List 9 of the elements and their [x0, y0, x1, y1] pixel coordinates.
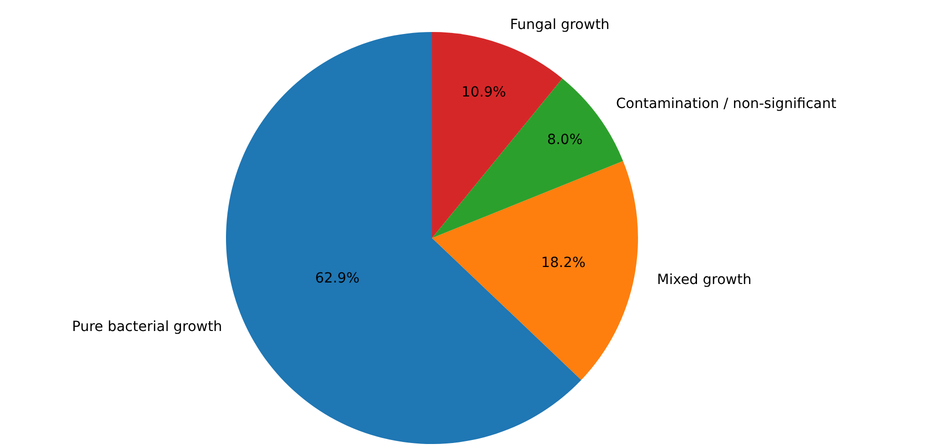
data-label: 10.9%: [462, 84, 506, 101]
data-label: 18.2%: [541, 255, 586, 272]
slice-label: Fungal growth: [510, 17, 610, 33]
slice-label: Mixed growth: [657, 272, 752, 288]
slice-label: Contamination / non-significant: [616, 96, 837, 112]
pie-slice: [432, 160, 638, 380]
slice-label: Pure bacterial growth: [72, 319, 222, 335]
data-label: 62.9%: [315, 270, 360, 287]
data-label: 8.0%: [547, 132, 583, 148]
